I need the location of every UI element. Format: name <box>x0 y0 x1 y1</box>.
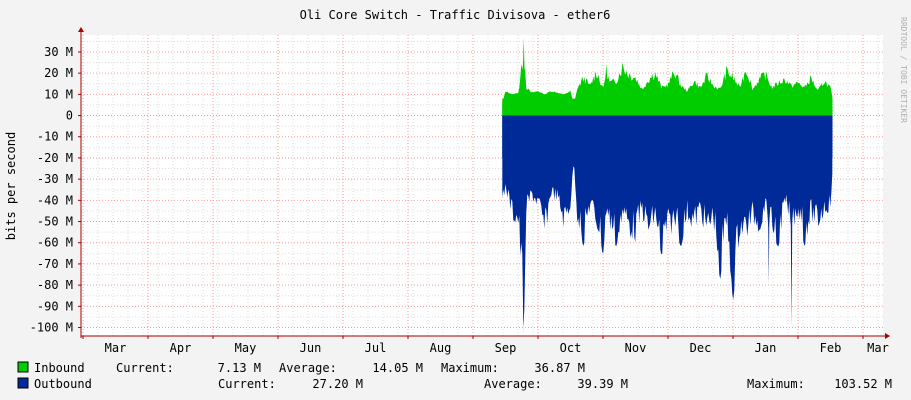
y-axis-arrow <box>78 27 84 32</box>
inbound-maximum-label: Maximum: <box>441 361 499 375</box>
inbound-area-core <box>502 98 833 116</box>
inbound-current-value: 7.13 M <box>218 361 261 375</box>
inbound-swatch <box>17 361 29 373</box>
x-tick-label: Sep <box>495 341 517 355</box>
inbound-spike <box>521 37 526 116</box>
x-tick-label: Mar <box>867 341 889 355</box>
y-tick-label: -10 M <box>37 130 73 144</box>
x-tick-label: Feb <box>820 341 842 355</box>
axes <box>78 27 890 339</box>
outbound-spike <box>570 115 574 137</box>
outbound-area <box>502 115 833 327</box>
x-tick-label: Nov <box>625 341 647 355</box>
outbound-average-value: 39.39 M <box>577 377 628 391</box>
x-tick-label: Aug <box>430 341 452 355</box>
x-tick-label: Dec <box>690 341 712 355</box>
y-tick-label: 0 <box>66 109 73 123</box>
outbound-spike <box>790 115 793 328</box>
y-tick-label: -30 M <box>37 172 73 186</box>
y-tick-label: -90 M <box>37 299 73 313</box>
y-tick-label: -20 M <box>37 151 73 165</box>
y-tick-label: -50 M <box>37 215 73 229</box>
y-tick-label: -100 M <box>30 321 73 335</box>
x-tick-label: Jul <box>365 341 387 355</box>
outbound-average-label: Average: <box>484 377 542 391</box>
y-tick-label: -80 M <box>37 278 73 292</box>
x-tick-label: Jan <box>755 341 777 355</box>
y-tick-label: 20 M <box>44 66 73 80</box>
y-tick-label: -40 M <box>37 193 73 207</box>
x-tick-label: Oct <box>560 341 582 355</box>
outbound-spike <box>767 115 771 286</box>
outbound-spike <box>522 115 526 335</box>
outbound-area-core <box>502 115 833 158</box>
x-axis-arrow <box>885 333 890 339</box>
y-tick-label: -70 M <box>37 257 73 271</box>
y-tick-label: 10 M <box>44 87 73 101</box>
inbound-current-label: Current: <box>116 361 174 375</box>
y-tick-label: 30 M <box>44 45 73 59</box>
x-tick-label: Jun <box>300 341 322 355</box>
y-tick-labels: 30 M 20 M 10 M 0 -10 M -20 M -30 M -40 M -50 M -6… <box>30 45 73 335</box>
outbound-legend-label: Outbound <box>34 377 92 391</box>
rrdtool-watermark: RRDTOOL / TOBI OETIKER <box>899 17 908 123</box>
x-tick-labels: Mar Apr May Jun Jul Aug Sep Oct Nov Dec Jan Feb Mar <box>105 341 889 355</box>
inbound-maximum-value: 36.87 M <box>534 361 585 375</box>
outbound-current-value: 27.20 M <box>312 377 363 391</box>
x-tick-label: Apr <box>170 341 192 355</box>
chart-title: Oli Core Switch - Traffic Divisova - eth… <box>300 8 611 22</box>
inbound-average-label: Average: <box>279 361 337 375</box>
inbound-legend-label: Inbound <box>34 361 85 375</box>
y-tick-label: -60 M <box>37 236 73 250</box>
outbound-maximum-value: 103.52 M <box>834 377 892 391</box>
inbound-average-value: 14.05 M <box>372 361 423 375</box>
x-tick-label: Mar <box>105 341 127 355</box>
series-areas <box>502 37 833 335</box>
legend: Inbound Current: 7.13 M Average: 14.05 M Maxi… <box>17 361 892 391</box>
x-tick-label: May <box>235 341 257 355</box>
outbound-maximum-label: Maximum: <box>747 377 805 391</box>
outbound-current-label: Current: <box>218 377 276 391</box>
outbound-swatch <box>17 377 29 389</box>
y-axis-label: bits per second <box>4 132 18 240</box>
